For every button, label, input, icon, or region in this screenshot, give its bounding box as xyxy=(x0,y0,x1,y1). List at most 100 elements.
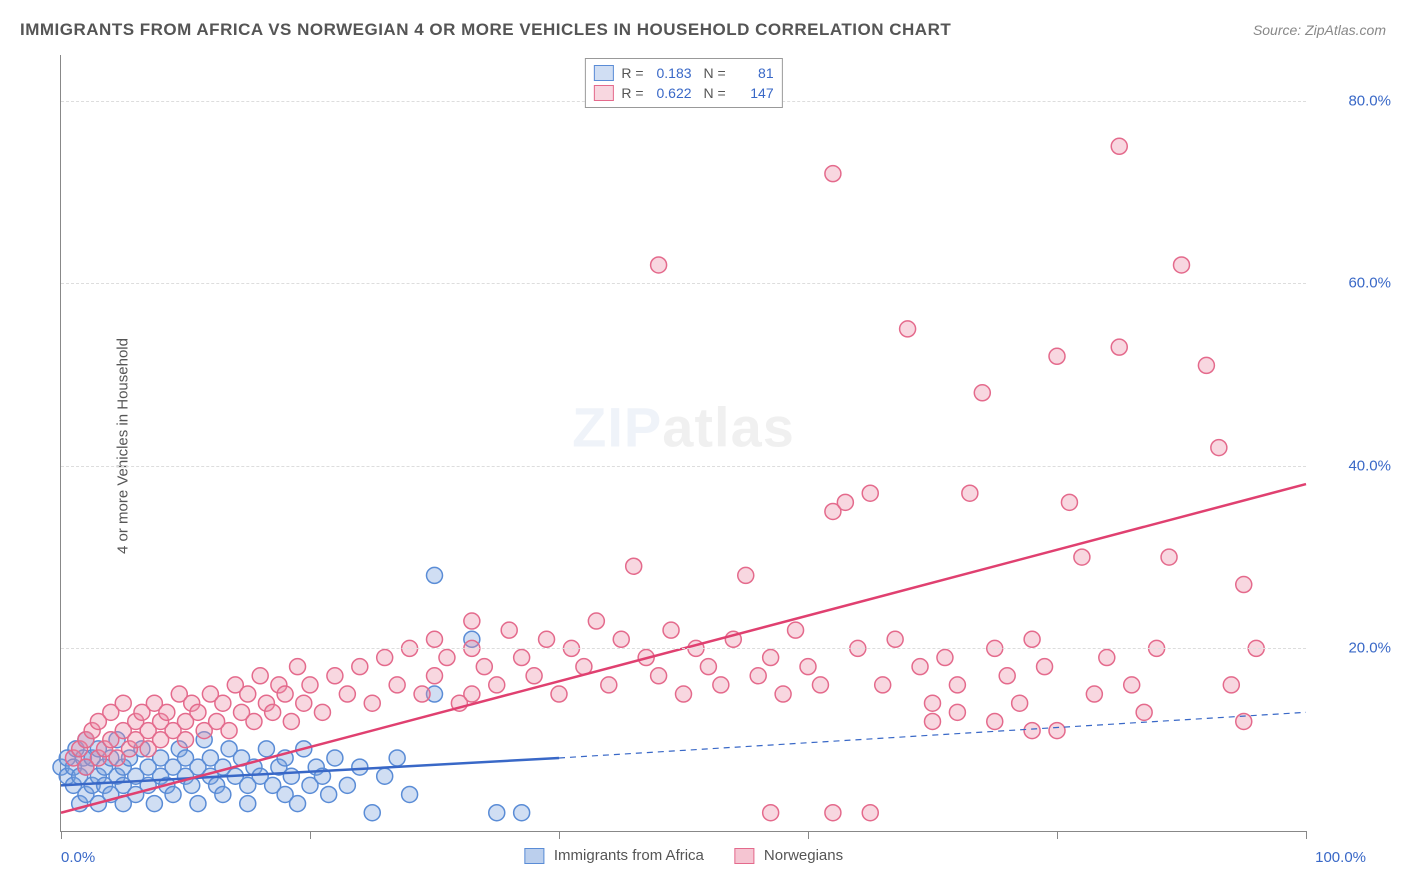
scatter-point-norway xyxy=(283,713,299,729)
legend-n-label: N = xyxy=(703,83,725,103)
xtick xyxy=(61,831,62,839)
scatter-point-norway xyxy=(601,677,617,693)
scatter-point-norway xyxy=(812,677,828,693)
scatter-point-norway xyxy=(676,686,692,702)
scatter-point-norway xyxy=(862,485,878,501)
scatter-point-norway xyxy=(178,732,194,748)
ytick-label: 60.0% xyxy=(1348,275,1391,292)
scatter-point-norway xyxy=(364,695,380,711)
scatter-layer xyxy=(61,55,1306,831)
scatter-point-norway xyxy=(1049,723,1065,739)
xtick xyxy=(1057,831,1058,839)
legend-n-label: N = xyxy=(703,63,725,83)
scatter-point-norway xyxy=(987,713,1003,729)
scatter-point-africa xyxy=(427,567,443,583)
scatter-point-africa xyxy=(364,805,380,821)
scatter-point-norway xyxy=(115,695,131,711)
series-label-norway: Norwegians xyxy=(764,847,843,864)
plot-area: ZIPatlas R = 0.183 N = 81 R = 0.622 N = … xyxy=(60,55,1306,832)
scatter-point-norway xyxy=(1198,357,1214,373)
scatter-point-norway xyxy=(476,659,492,675)
scatter-point-africa xyxy=(321,786,337,802)
xtick xyxy=(559,831,560,839)
series-legend-africa: Immigrants from Africa xyxy=(524,847,704,864)
scatter-point-africa xyxy=(489,805,505,821)
scatter-point-norway xyxy=(788,622,804,638)
scatter-point-norway xyxy=(514,650,530,666)
scatter-point-africa xyxy=(165,786,181,802)
gridline xyxy=(61,466,1306,467)
scatter-point-norway xyxy=(887,631,903,647)
correlation-legend: R = 0.183 N = 81 R = 0.622 N = 147 xyxy=(584,58,782,108)
scatter-point-norway xyxy=(464,686,480,702)
gridline xyxy=(61,648,1306,649)
scatter-point-norway xyxy=(1111,339,1127,355)
series-legend: Immigrants from Africa Norwegians xyxy=(524,847,843,864)
scatter-point-norway xyxy=(1061,494,1077,510)
scatter-point-norway xyxy=(1049,348,1065,364)
scatter-point-africa xyxy=(290,796,306,812)
scatter-point-norway xyxy=(265,704,281,720)
scatter-point-norway xyxy=(763,650,779,666)
scatter-point-norway xyxy=(613,631,629,647)
scatter-point-norway xyxy=(1174,257,1190,273)
scatter-point-africa xyxy=(258,741,274,757)
legend-n-value-norway: 147 xyxy=(730,83,774,103)
scatter-point-norway xyxy=(825,166,841,182)
scatter-point-norway xyxy=(290,659,306,675)
scatter-point-norway xyxy=(875,677,891,693)
scatter-point-norway xyxy=(221,723,237,739)
scatter-point-norway xyxy=(626,558,642,574)
scatter-point-norway xyxy=(750,668,766,684)
series-swatch-africa xyxy=(524,848,544,864)
scatter-point-norway xyxy=(974,385,990,401)
scatter-point-norway xyxy=(1012,695,1028,711)
scatter-point-norway xyxy=(588,613,604,629)
scatter-point-norway xyxy=(949,677,965,693)
scatter-point-norway xyxy=(837,494,853,510)
legend-r-label: R = xyxy=(621,63,643,83)
scatter-point-norway xyxy=(1074,549,1090,565)
scatter-point-norway xyxy=(296,695,312,711)
scatter-point-norway xyxy=(464,613,480,629)
x-max-label: 100.0% xyxy=(1315,849,1366,866)
scatter-point-norway xyxy=(651,668,667,684)
scatter-point-norway xyxy=(1236,577,1252,593)
scatter-point-norway xyxy=(825,805,841,821)
scatter-point-norway xyxy=(949,704,965,720)
scatter-point-norway xyxy=(377,650,393,666)
scatter-point-africa xyxy=(514,805,530,821)
scatter-point-norway xyxy=(427,631,443,647)
scatter-point-norway xyxy=(1024,631,1040,647)
legend-swatch-africa xyxy=(593,65,613,81)
series-swatch-norway xyxy=(734,848,754,864)
scatter-point-norway xyxy=(925,713,941,729)
scatter-point-norway xyxy=(763,805,779,821)
scatter-point-norway xyxy=(339,686,355,702)
ytick-label: 80.0% xyxy=(1348,92,1391,109)
scatter-point-norway xyxy=(190,704,206,720)
scatter-point-africa xyxy=(190,796,206,812)
ytick-label: 20.0% xyxy=(1348,640,1391,657)
scatter-point-norway xyxy=(539,631,555,647)
scatter-point-norway xyxy=(1136,704,1152,720)
scatter-point-norway xyxy=(1111,138,1127,154)
scatter-point-africa xyxy=(377,768,393,784)
legend-n-value-africa: 81 xyxy=(730,63,774,83)
scatter-point-norway xyxy=(240,686,256,702)
scatter-point-norway xyxy=(159,704,175,720)
scatter-point-norway xyxy=(738,567,754,583)
scatter-point-norway xyxy=(389,677,405,693)
scatter-point-norway xyxy=(427,668,443,684)
scatter-point-africa xyxy=(215,786,231,802)
legend-r-value-africa: 0.183 xyxy=(648,63,692,83)
scatter-point-norway xyxy=(713,677,729,693)
scatter-point-norway xyxy=(489,677,505,693)
scatter-point-norway xyxy=(775,686,791,702)
scatter-point-norway xyxy=(526,668,542,684)
chart-container: IMMIGRANTS FROM AFRICA VS NORWEGIAN 4 OR… xyxy=(0,0,1406,892)
scatter-point-norway xyxy=(1124,677,1140,693)
source-label: Source: ZipAtlas.com xyxy=(1253,22,1386,38)
scatter-point-norway xyxy=(252,668,268,684)
legend-r-label: R = xyxy=(621,83,643,103)
